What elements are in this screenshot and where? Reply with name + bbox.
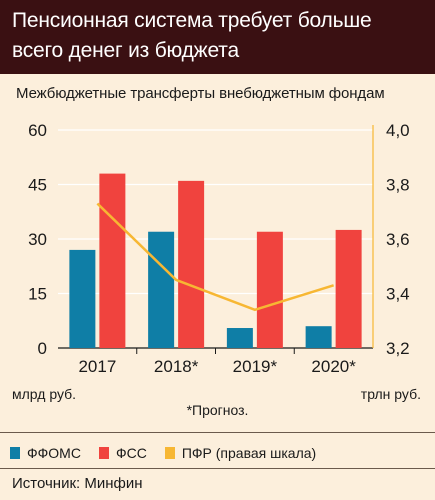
bar-fss-3 <box>335 229 362 348</box>
x-tick-label: 2019* <box>233 357 278 376</box>
bar-ffoms-2 <box>226 328 253 348</box>
left-tick-label: 0 <box>38 339 47 358</box>
bar-ffoms-3 <box>305 326 332 348</box>
footnote: *Прогноз. <box>186 402 249 418</box>
bar-ffoms-1 <box>148 231 175 348</box>
x-tick-label: 2020* <box>311 357 356 376</box>
bar-fss-2 <box>256 231 283 348</box>
x-tick-label: 2018* <box>154 357 199 376</box>
legend-item-ffoms: ФФОМС <box>10 445 81 461</box>
left-tick-label: 30 <box>28 230 47 249</box>
left-axis-unit: млрд руб. <box>12 386 77 402</box>
legend-swatch-pfr <box>164 447 175 459</box>
header-bar: Пенсионная система требует больше всего … <box>0 0 435 74</box>
legend-label-ffoms: ФФОМС <box>27 445 81 461</box>
right-tick-label: 3,4 <box>386 285 410 304</box>
left-tick-label: 60 <box>28 121 47 140</box>
right-tick-label: 3,6 <box>386 230 410 249</box>
bar-fss-0 <box>99 173 126 348</box>
left-tick-label: 45 <box>28 176 47 195</box>
legend-label-pfr: ПФР (правая шкала) <box>181 445 317 461</box>
right-axis-unit: трлн руб. <box>360 386 421 402</box>
x-tick-label: 2017 <box>78 357 116 376</box>
legend-item-pfr: ПФР (правая шкала) <box>164 445 317 461</box>
bar-ffoms-0 <box>69 249 96 348</box>
legend-divider-bottom <box>0 468 435 469</box>
pfr-line <box>96 202 334 312</box>
left-tick-label: 15 <box>28 285 47 304</box>
source-note: Источник: Минфин <box>12 475 143 492</box>
page-title: Пенсионная система требует больше всего … <box>12 9 372 62</box>
legend-swatch-ffoms <box>10 447 20 459</box>
legend-swatch-fss <box>98 447 109 459</box>
chart-subtitle: Межбюджетные трансферты внебюджетным фон… <box>16 85 385 102</box>
bar-fss-1 <box>178 180 205 348</box>
right-tick-label: 3,2 <box>386 339 410 358</box>
legend: ФФОМС ФСС ПФР (правая шкала) <box>10 440 334 466</box>
right-tick-label: 3,8 <box>386 176 410 195</box>
right-tick-label: 4,0 <box>386 121 410 140</box>
legend-label-fss: ФСС <box>115 445 147 461</box>
legend-divider-top <box>0 432 435 433</box>
legend-item-fss: ФСС <box>98 445 147 461</box>
